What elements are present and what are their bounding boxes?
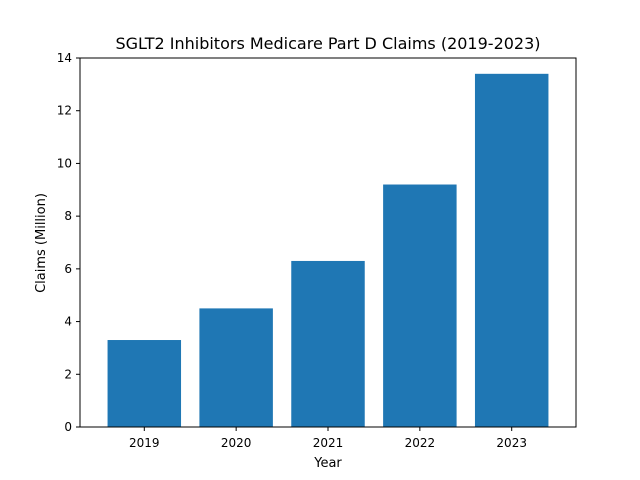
plot-frame	[79, 57, 577, 428]
bar-2021	[291, 260, 365, 427]
bar-2020	[199, 308, 273, 427]
bars-group	[107, 73, 549, 428]
y-tick-label: 2	[64, 367, 72, 381]
y-tick-label: 10	[57, 156, 72, 170]
y-ticks-group: 0 2 4 6 8 10 12 14	[57, 51, 80, 434]
y-tick-label: 0	[64, 420, 72, 434]
y-tick-label: 14	[57, 51, 72, 65]
y-tick-label: 6	[64, 262, 72, 276]
y-axis-label: Claims (Million)	[34, 193, 49, 293]
bar-2023	[474, 73, 549, 428]
x-axis-label: Year	[313, 456, 342, 471]
x-tick-label: 2019	[129, 436, 160, 450]
x-tick-label: 2020	[221, 436, 252, 450]
x-tick-label: 2023	[496, 436, 527, 450]
y-tick-label: 8	[64, 209, 72, 223]
bar-2019	[107, 340, 182, 427]
x-tick-label: 2021	[313, 436, 344, 450]
chart-title: SGLT2 Inhibitors Medicare Part D Claims …	[115, 34, 540, 53]
bar-2022	[383, 184, 457, 427]
y-tick-label: 4	[64, 315, 72, 329]
x-tick-label: 2022	[405, 436, 436, 450]
x-ticks-group: 2019 2020 2021 2022 2023	[129, 427, 527, 450]
y-tick-label: 12	[57, 104, 72, 118]
